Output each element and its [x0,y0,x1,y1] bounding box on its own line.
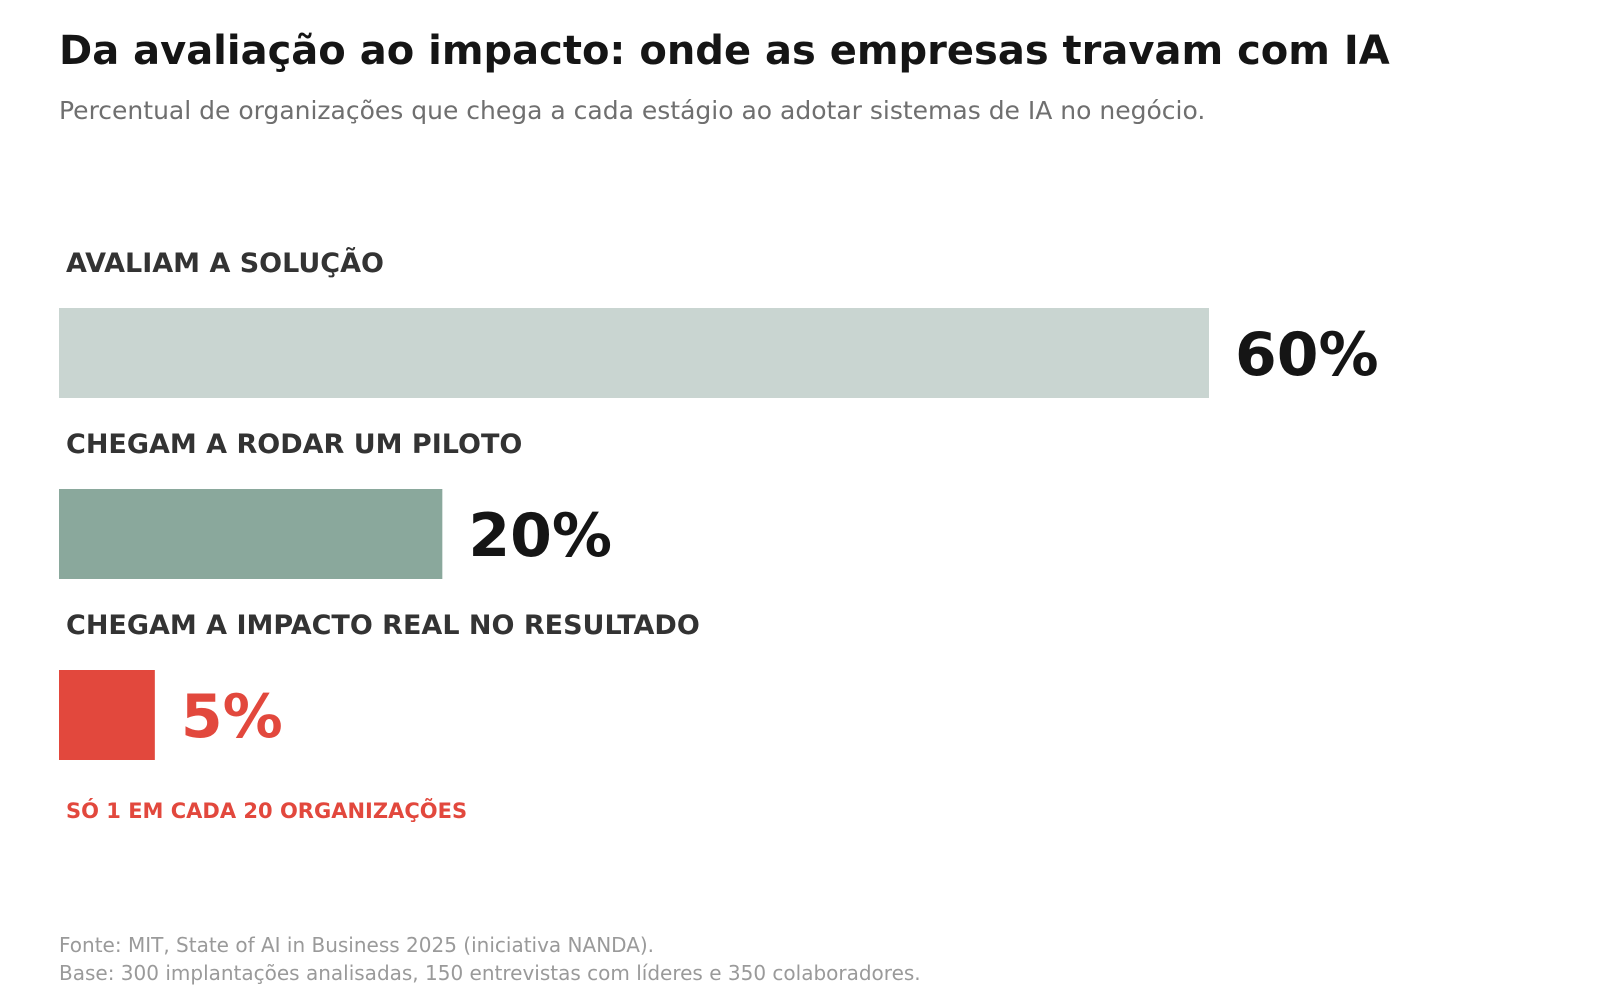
bar-chegam-a-rodar-um-piloto [59,489,443,579]
value-label-avaliam-a-solucao: 60% [1235,320,1379,390]
annotation-note: SÓ 1 EM CADA 20 ORGANIZAÇÕES [66,799,468,823]
value-label-chegam-a-impacto-real-no-resultado: 5% [181,682,283,752]
base-note: Base: 300 implantações analisadas, 150 e… [59,961,921,985]
source-note: Fonte: MIT, State of AI in Business 2025… [59,933,655,957]
value-label-chegam-a-rodar-um-piloto: 20% [468,501,612,571]
stage-label-chegam-a-impacto-real-no-resultado: CHEGAM A IMPACTO REAL NO RESULTADO [66,610,700,641]
chart-title: Da avaliação ao impacto: onde as empresa… [59,28,1390,74]
stage-label-avaliam-a-solucao: AVALIAM A SOLUÇÃO [66,247,384,279]
stage-label-chegam-a-rodar-um-piloto: CHEGAM A RODAR UM PILOTO [66,429,522,460]
chart-subtitle: Percentual de organizações que chega a c… [59,96,1206,125]
bar-chegam-a-impacto-real-no-resultado [59,670,155,760]
bar-avaliam-a-solucao [59,308,1209,398]
